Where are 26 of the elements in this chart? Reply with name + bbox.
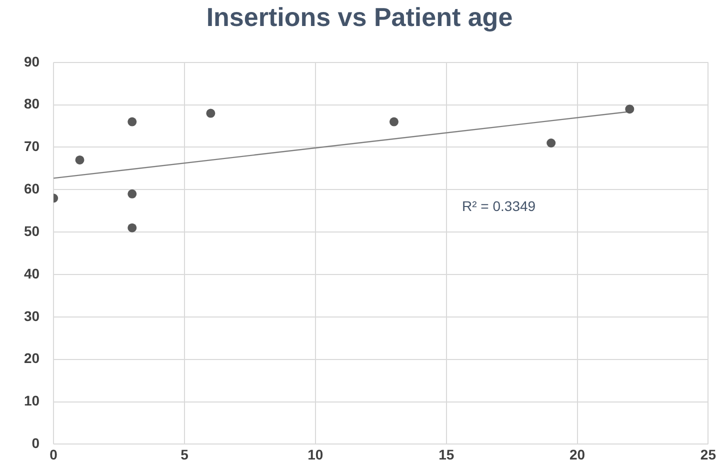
point (206, 108, 216, 118)
x-tick-label: 0 (50, 446, 58, 462)
x-tick-label: 15 (438, 446, 454, 462)
y-tick-label: 20 (24, 350, 40, 366)
point (128, 223, 137, 232)
x-tick-label: 25 (700, 446, 716, 462)
point (75, 155, 84, 164)
chart-title: Insertions vs Patient age (205, 2, 514, 33)
y-tick-label: 90 (24, 53, 40, 70)
x-tick-label: 20 (569, 446, 586, 462)
x-tick-label: 5 (180, 446, 189, 462)
y-tick-label: 70 (24, 138, 40, 154)
annotation: R² = 0.3349 (462, 198, 536, 214)
point (128, 117, 137, 126)
y-tick-label: 60 (24, 180, 40, 197)
x-tick-label: 10 (308, 446, 324, 462)
y-tick-label: 40 (24, 265, 40, 282)
y-tick-label: 10 (24, 392, 40, 409)
point (625, 104, 634, 114)
y-tick-label: 80 (24, 96, 40, 112)
point (389, 117, 398, 126)
point (128, 189, 137, 198)
y-tick-label: 0 (32, 435, 40, 452)
y-tick-label: 50 (24, 222, 40, 239)
point (546, 138, 556, 148)
y-tick-label: 30 (24, 308, 40, 324)
